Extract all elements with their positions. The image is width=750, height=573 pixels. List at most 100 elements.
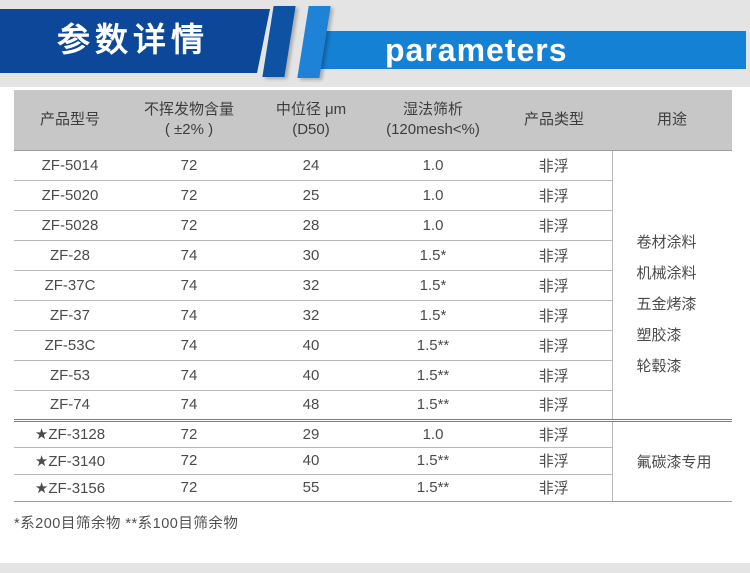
cell: 非浮 xyxy=(496,150,612,181)
cell: 32 xyxy=(252,270,370,301)
usage-item: 卷材涂料 xyxy=(636,234,697,251)
cell: 1.0 xyxy=(370,180,496,211)
table-row: ZF-37C 74 32 1.5* 非浮 xyxy=(14,270,732,301)
cell: 非浮 xyxy=(496,300,612,331)
cell: 30 xyxy=(252,240,370,271)
cell: 40 xyxy=(252,360,370,391)
table-row: ZF-37 74 32 1.5* 非浮 xyxy=(14,300,732,331)
cell: 72 xyxy=(126,447,252,475)
cell: ZF-53 xyxy=(14,360,126,391)
cell: 32 xyxy=(252,300,370,331)
cell: 非浮 xyxy=(496,240,612,271)
cell: 40 xyxy=(252,330,370,361)
table-row: ZF-53 74 40 1.5** 非浮 xyxy=(14,360,732,391)
cell: 72 xyxy=(126,418,252,448)
cell: 74 xyxy=(126,360,252,391)
parameters-card: 产品型号 不挥发物含量 ( ±2% ) 中位径 μm (D50) 湿法筛析 (120mesh… xyxy=(0,87,750,563)
cell: 74 xyxy=(126,330,252,361)
column-header-line2: (D50) xyxy=(292,120,330,138)
cell: 1.5** xyxy=(370,330,496,361)
cell: ZF-37C xyxy=(14,270,126,301)
column-header: 用途 xyxy=(612,90,732,151)
table-row: ZF-74 74 48 1.5** 非浮 xyxy=(14,390,732,420)
cell: 1.0 xyxy=(370,418,496,448)
cell: 28 xyxy=(252,210,370,241)
table-body: ZF-5014 72 24 1.0 非浮 卷材涂料 机械涂料 五金烤漆 塑胶漆 轮毂漆 ZF-502… xyxy=(14,150,733,502)
cell: 74 xyxy=(126,270,252,301)
cell: ★ZF-3156 xyxy=(14,474,126,502)
cell: 40 xyxy=(252,447,370,475)
cell: 72 xyxy=(126,210,252,241)
cell: 72 xyxy=(126,150,252,181)
cell: 非浮 xyxy=(496,210,612,241)
column-header: 产品类型 xyxy=(496,90,612,151)
column-header-line2: (120mesh<%) xyxy=(386,120,480,138)
cell: 1.0 xyxy=(370,210,496,241)
cell: 1.5* xyxy=(370,300,496,331)
cell: 74 xyxy=(126,240,252,271)
cell: 非浮 xyxy=(538,397,569,414)
cell: 25 xyxy=(252,180,370,211)
table-row: ★ZF-3140 72 40 1.5** 非浮 xyxy=(14,447,732,475)
cell: 74 xyxy=(126,300,252,331)
column-header-line1: 不挥发物含量 xyxy=(143,100,234,118)
cell: 非浮 xyxy=(496,447,612,475)
column-header-line1: 用途 xyxy=(656,110,687,128)
cell: 1.5** xyxy=(416,396,450,413)
cell: 24 xyxy=(252,150,370,181)
usage-item: 五金烤漆 xyxy=(636,296,697,313)
cell: ★ZF-3128 xyxy=(14,418,126,448)
cell: 1.5** xyxy=(370,360,496,391)
cell: 1.5** xyxy=(370,474,496,502)
cell: 非浮 xyxy=(496,360,612,391)
cell: ★ZF-3140 xyxy=(14,447,126,475)
table-row: ZF-5020 72 25 1.0 非浮 xyxy=(14,180,732,211)
page-banner: parameters 参数详情 xyxy=(0,0,750,87)
cell: ZF-37 xyxy=(14,300,126,331)
cell: 29 xyxy=(252,418,370,448)
cell: ZF-74 xyxy=(49,396,90,413)
column-header: 不挥发物含量 ( ±2% ) xyxy=(126,90,252,151)
column-header-line1: 产品型号 xyxy=(39,110,100,128)
usage-cell: 卷材涂料机械涂料五金烤漆塑胶漆轮毂漆 xyxy=(611,150,733,420)
cell: 55 xyxy=(252,474,370,502)
banner-title-block: 参数详情 xyxy=(0,9,270,73)
column-header-line2: ( ±2% ) xyxy=(164,120,214,138)
usage-list: 卷材涂料机械涂料五金烤漆塑胶漆轮毂漆 xyxy=(637,231,733,376)
cell: 1.5** xyxy=(370,447,496,475)
cell: ZF-5028 xyxy=(14,210,126,241)
cell: 1.5* xyxy=(370,270,496,301)
table-row: ZF-53C 74 40 1.5** 非浮 xyxy=(14,330,732,361)
table-row: ★ZF-3156 72 55 1.5** 非浮 xyxy=(14,474,732,502)
column-header: 中位径 μm (D50) xyxy=(252,90,370,151)
banner-subtitle: parameters xyxy=(385,32,568,68)
usage-cell: 氟碳漆专用 xyxy=(611,418,733,502)
table-row: ZF-28 74 30 1.5* 非浮 xyxy=(14,240,732,271)
cell: 1.0 xyxy=(370,150,496,181)
column-header-line1: 产品类型 xyxy=(523,110,584,128)
cell: 48 xyxy=(302,396,320,413)
footnote: *系200目筛余物 **系100目筛余物 xyxy=(14,515,239,532)
column-header: 湿法筛析 (120mesh<%) xyxy=(370,90,496,151)
cell: 1.5* xyxy=(370,240,496,271)
usage-item: 机械涂料 xyxy=(636,265,697,282)
banner-title: 参数详情 xyxy=(57,21,209,58)
column-header: 产品型号 xyxy=(14,90,126,151)
cell: 72 xyxy=(126,474,252,502)
cell: ZF-5020 xyxy=(14,180,126,211)
column-header-line1: 湿法筛析 xyxy=(402,100,463,118)
column-header-line1: 中位径 μm xyxy=(275,100,347,118)
cell: 72 xyxy=(126,180,252,211)
usage-item: 轮毂漆 xyxy=(636,358,682,375)
cell: 非浮 xyxy=(496,474,612,502)
cell: ZF-5014 xyxy=(14,150,126,181)
cell: 非浮 xyxy=(496,418,612,448)
cell: 非浮 xyxy=(496,270,612,301)
cell: ZF-53C xyxy=(14,330,126,361)
table-row: ZF-5014 72 24 1.0 非浮 卷材涂料 机械涂料 五金烤漆 塑胶漆 轮毂漆 xyxy=(14,150,732,420)
usage-list: 氟碳漆专用 xyxy=(637,451,733,472)
usage-item: 塑胶漆 xyxy=(636,327,682,344)
table-row: ZF-5028 72 28 1.0 非浮 xyxy=(14,210,732,241)
cell: 74 xyxy=(180,396,198,413)
banner-blue-bar: parameters xyxy=(320,31,746,69)
